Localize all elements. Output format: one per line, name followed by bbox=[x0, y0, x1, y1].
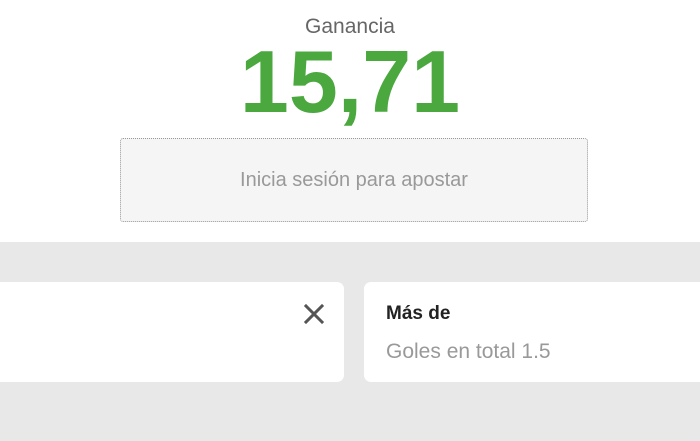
close-icon[interactable] bbox=[302, 302, 326, 326]
selection-title: Más de bbox=[386, 303, 451, 324]
winnings-label: Ganancia bbox=[305, 15, 395, 38]
selection-card[interactable]: Más de Goles en total 1.5 bbox=[364, 282, 700, 382]
login-to-bet-button[interactable]: Inicia sesión para apostar bbox=[120, 138, 588, 222]
selection-market: Goles en total 1.5 bbox=[386, 340, 551, 363]
bet-summary-panel: Ganancia 15,71 Inicia sesión para aposta… bbox=[0, 0, 700, 242]
winnings-amount: 15,71 bbox=[239, 32, 461, 131]
selection-card bbox=[0, 282, 344, 382]
